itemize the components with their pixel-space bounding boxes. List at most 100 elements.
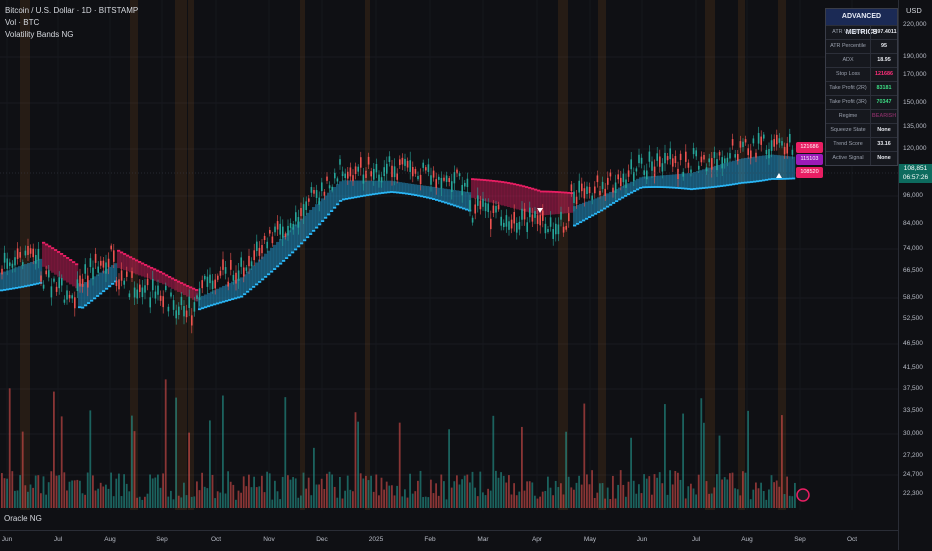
metrics-row: Squeeze State None	[826, 123, 897, 137]
volume-bar	[411, 493, 414, 508]
band-fill	[711, 166, 715, 188]
band-edge	[198, 308, 202, 311]
band-fill	[609, 191, 613, 206]
band-edge	[219, 301, 223, 304]
candle-body	[653, 166, 656, 177]
volatility-highlight	[175, 0, 187, 510]
band-edge	[723, 184, 727, 187]
candle-body	[734, 154, 736, 158]
band-edge	[210, 304, 214, 307]
volume-bar	[211, 474, 214, 508]
candle-body	[484, 202, 487, 212]
band-fill	[393, 181, 397, 193]
volume-bar	[21, 431, 24, 508]
price-chart[interactable]	[0, 0, 898, 530]
band-fill	[588, 200, 592, 218]
candle-body	[248, 255, 250, 267]
low-level-tag: 108520	[796, 167, 823, 178]
volume-bar	[271, 499, 274, 508]
band-edge	[414, 194, 418, 197]
band-fill	[342, 180, 346, 201]
band-edge	[447, 202, 451, 205]
candle-body	[500, 216, 502, 226]
band-edge	[99, 292, 103, 295]
candle-body	[295, 212, 297, 222]
oracle-indicator-label: Oracle NG	[4, 514, 42, 523]
time-tick: Oct	[210, 536, 222, 543]
price-tick: 22,300	[903, 490, 923, 497]
metrics-row: Take Profit (3R) 70347	[826, 95, 897, 109]
candle-body	[521, 208, 523, 220]
band-edge	[399, 191, 403, 194]
candle-body	[513, 212, 515, 224]
time-axis[interactable]	[0, 530, 898, 551]
advanced-metrics-table: ADVANCED METRICS ATR Volatility 3497.4011…	[825, 8, 898, 166]
volume-bar	[523, 490, 526, 508]
candle-body	[313, 190, 315, 194]
volume-bar	[573, 489, 575, 508]
volume-bar	[742, 471, 744, 508]
candle-body	[531, 214, 534, 222]
volume-bar	[671, 484, 674, 508]
band-edge	[330, 210, 334, 213]
candle-body	[370, 171, 372, 177]
volume-bar	[219, 492, 222, 508]
band-edge	[732, 183, 736, 186]
price-axis[interactable]	[898, 0, 932, 550]
band-edge	[729, 183, 733, 186]
band-fill	[675, 174, 679, 189]
candle-body	[27, 245, 29, 255]
volume-bar	[463, 475, 466, 508]
candle-body	[245, 267, 248, 271]
volume-bar	[250, 487, 253, 508]
band-edge	[171, 277, 175, 280]
candle-body	[92, 267, 94, 280]
candle-body	[414, 169, 417, 174]
candle-body	[136, 289, 138, 299]
candle-body	[752, 138, 755, 144]
band-edge	[195, 289, 199, 291]
band-fill	[756, 156, 760, 182]
volume-bar	[755, 482, 757, 508]
band-fill	[780, 155, 784, 180]
band-fill	[45, 243, 49, 269]
band-fill	[669, 174, 673, 189]
volume-bar	[14, 490, 16, 508]
band-edge	[117, 249, 121, 252]
candle-body	[79, 275, 81, 287]
band-edge	[276, 265, 280, 268]
candle-body	[765, 149, 768, 155]
candle-body	[284, 233, 287, 237]
volume-bar	[79, 480, 81, 508]
band-edge	[18, 286, 22, 289]
band-edge	[267, 273, 271, 276]
metric-value: BEARISH	[871, 113, 897, 119]
volume-bar	[128, 491, 131, 508]
band-edge	[378, 192, 382, 195]
volume-bar	[679, 479, 682, 508]
band-fill	[642, 176, 646, 188]
band-fill	[417, 184, 421, 197]
chart-area[interactable]	[0, 0, 898, 530]
candle-body	[237, 270, 240, 281]
band-edge	[783, 177, 787, 180]
volume-bar	[331, 474, 333, 508]
candle-body	[555, 223, 557, 235]
band-fill	[30, 261, 34, 286]
band-edge	[6, 288, 10, 291]
volume-bar	[580, 484, 583, 508]
candle-body	[666, 156, 669, 161]
band-fill	[597, 197, 601, 213]
band-edge	[174, 279, 178, 281]
band-edge	[765, 178, 769, 181]
band-fill	[678, 173, 682, 189]
band-fill	[324, 195, 328, 219]
metric-value: 70347	[876, 99, 892, 105]
band-edge	[231, 298, 235, 301]
volume-bar	[131, 415, 133, 508]
band-edge	[264, 275, 268, 278]
candle-body	[235, 272, 237, 284]
candle-body	[360, 157, 362, 168]
band-edge	[600, 209, 604, 212]
band-edge	[333, 206, 337, 209]
